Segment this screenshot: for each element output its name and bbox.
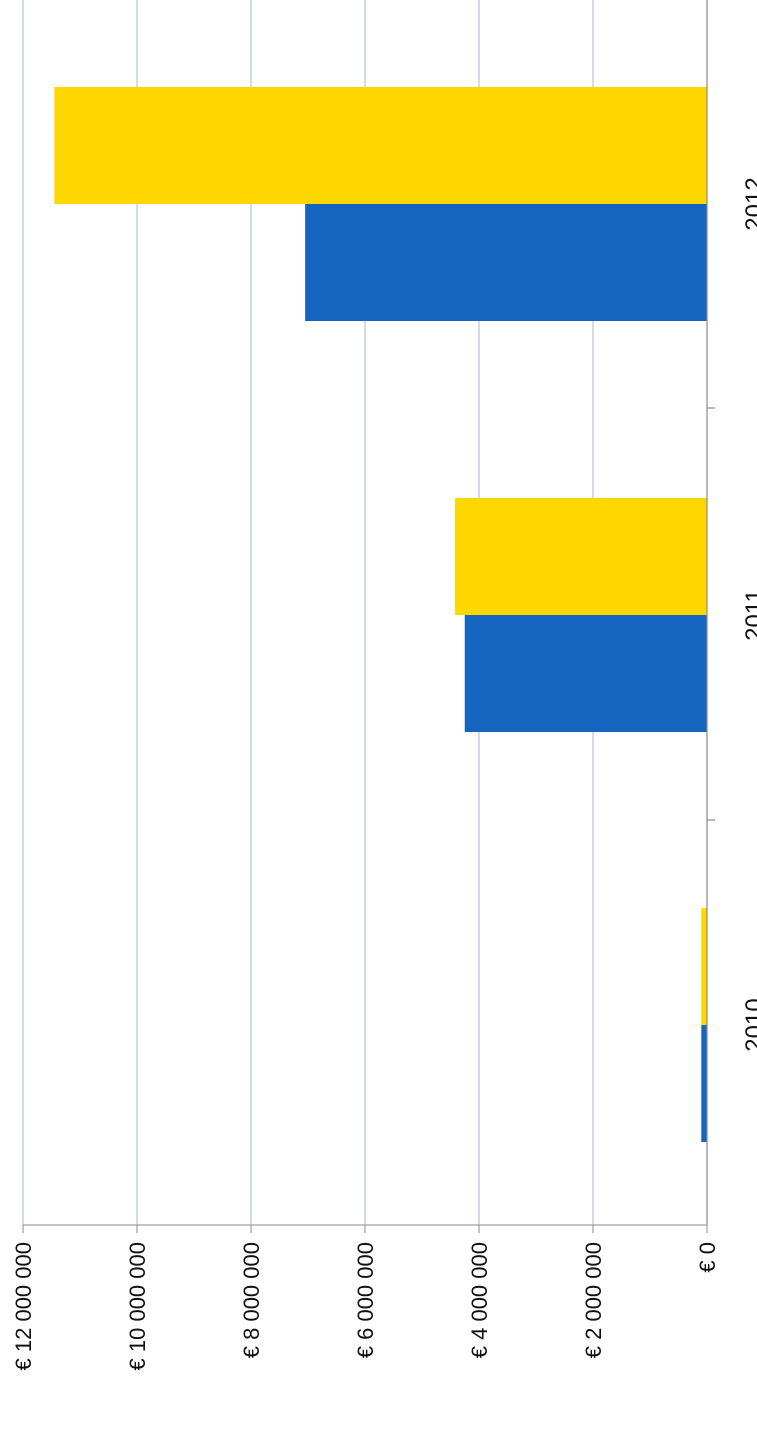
category-labels: 2010 2011 2012 <box>741 177 757 1051</box>
category-label-2010: 2010 <box>741 998 757 1051</box>
bar-2011-series-1 <box>464 615 707 732</box>
bar-2011-series-2 <box>455 498 707 615</box>
value-tick-label: € 10 000 000 <box>125 1242 150 1370</box>
category-label-2012: 2012 <box>741 177 757 230</box>
value-tick-label: € 12 000 000 <box>11 1242 36 1370</box>
category-axis <box>706 0 715 1225</box>
value-tick-label: € 2 000 000 <box>581 1242 606 1358</box>
value-tick-label: € 4 000 000 <box>467 1242 492 1358</box>
value-tick-label: € 8 000 000 <box>239 1242 264 1358</box>
category-label-2011: 2011 <box>741 589 757 641</box>
bar-2010-series-1 <box>701 1025 707 1142</box>
bar-2012-series-2 <box>54 87 708 204</box>
value-tick-label: € 6 000 000 <box>353 1242 378 1358</box>
bars <box>54 87 708 1142</box>
value-tick-labels: € 0 € 2 000 000 € 4 000 000 € 6 000 000 € 8 … <box>11 1242 720 1370</box>
bar-2012-series-1 <box>305 204 707 321</box>
bar-2010-series-2 <box>701 908 707 1025</box>
value-tick-label: € 0 <box>695 1242 720 1273</box>
